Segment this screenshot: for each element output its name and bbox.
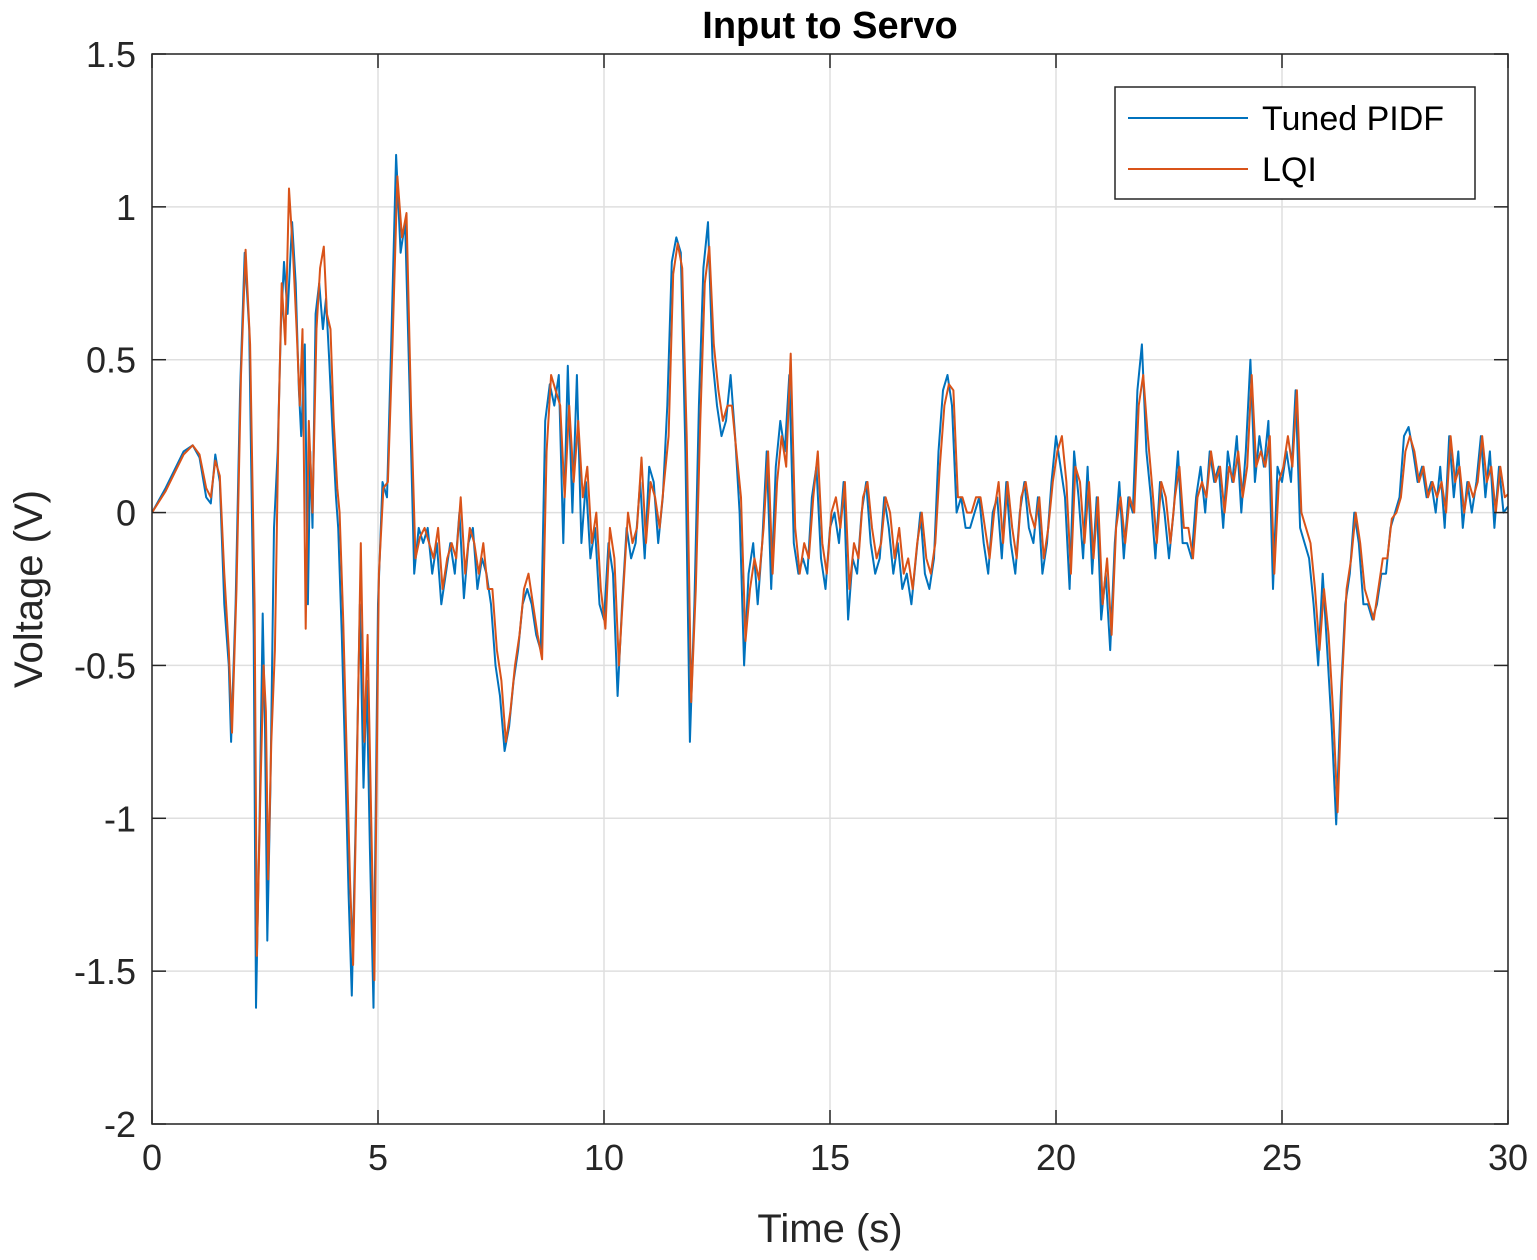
y-tick-label: 0 [116,493,136,534]
y-tick-label: 1.5 [86,34,136,75]
y-tick-label: 1 [116,187,136,228]
legend: Tuned PIDF LQI [1114,86,1476,200]
y-tick-label: -1.5 [74,951,136,992]
x-tick-label: 0 [142,1137,162,1178]
series-line-lqi [152,175,1508,982]
series-line-tuned-pidf [152,153,1508,1009]
legend-box [1114,86,1476,200]
x-tick-label: 15 [810,1137,850,1178]
x-tick-label: 10 [584,1137,624,1178]
x-tick-labels: 0 5 10 15 20 25 30 [142,1137,1528,1178]
tick-marks [151,53,1509,1125]
legend-label-lqi: LQI [1262,151,1317,189]
y-tick-label: -0.5 [74,645,136,686]
series-lines [152,153,1508,1009]
y-tick-label: -1 [104,798,136,839]
y-tick-label: 0.5 [86,340,136,381]
x-tick-label: 20 [1036,1137,1076,1178]
legend-label-tuned-pidf: Tuned PIDF [1262,100,1444,138]
x-tick-label: 5 [368,1137,388,1178]
y-axis-label: Voltage (V) [7,490,51,688]
x-tick-label: 30 [1488,1137,1528,1178]
y-tick-label: -2 [104,1104,136,1145]
x-tick-label: 25 [1262,1137,1302,1178]
y-tick-labels: -2 -1.5 -1 -0.5 0 0.5 1 1.5 [74,34,136,1145]
chart-title: Input to Servo [702,5,957,47]
x-axis-label: Time (s) [757,1207,902,1251]
